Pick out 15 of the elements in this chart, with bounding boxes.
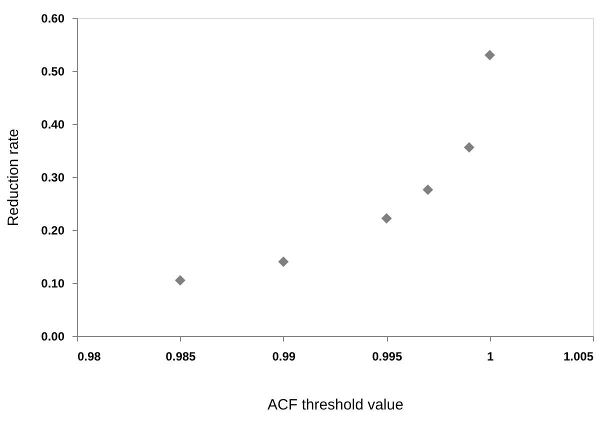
x-tick-label: 0.985 xyxy=(166,350,196,364)
x-tick-label: 1.005 xyxy=(563,350,594,364)
y-tick-label: 0.60 xyxy=(41,12,65,26)
y-axis-title: Reduction rate xyxy=(5,128,22,226)
y-tick-label: 0.00 xyxy=(41,330,65,344)
x-tick-label: 0.995 xyxy=(372,350,402,364)
y-tick-label: 0.40 xyxy=(41,118,65,132)
x-axis-title: ACF threshold value xyxy=(268,396,404,414)
y-tick-label: 0.20 xyxy=(41,224,65,238)
y-tick-label: 0.30 xyxy=(41,170,65,184)
x-tick-label: 1 xyxy=(486,350,494,364)
y-tick-label: 0.50 xyxy=(41,64,65,78)
x-tick-label: 0.98 xyxy=(78,350,102,364)
x-tick-label: 0.99 xyxy=(272,350,296,364)
y-tick-label: 0.10 xyxy=(41,276,65,290)
